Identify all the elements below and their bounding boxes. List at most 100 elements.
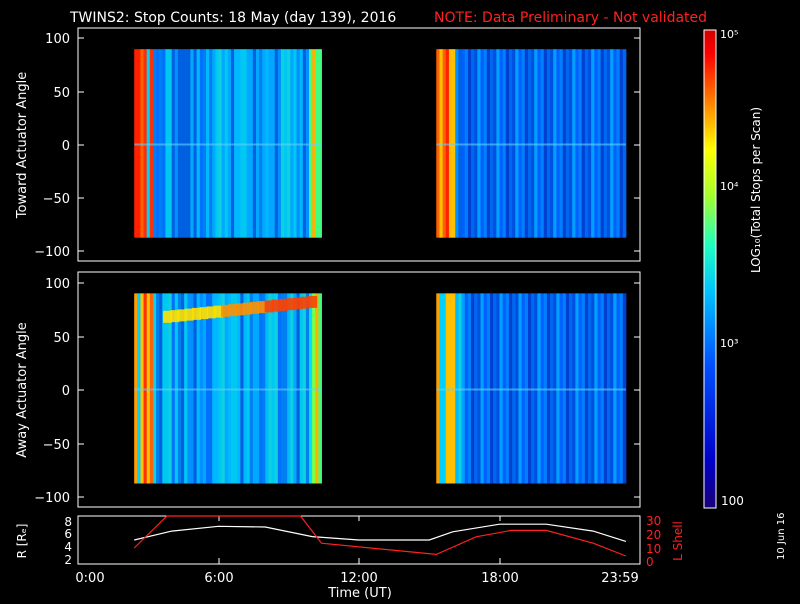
heatmap-stripe: [274, 293, 279, 484]
heatmap-stripe: [280, 293, 285, 484]
heatmap-stripe: [237, 49, 241, 238]
heatmap-stripe: [540, 49, 545, 238]
heatmap-stripe: [439, 293, 443, 484]
heatmap-stripe: [483, 293, 488, 484]
heatmap-stripe: [209, 49, 213, 238]
heatmap-stripe: [477, 49, 481, 238]
heatmap-stripe: [259, 49, 263, 238]
radius-ticks: 8 6 4 2: [64, 515, 72, 567]
heatmap-stripe: [296, 49, 301, 238]
heatmap-stripe: [284, 49, 288, 238]
colorbar-label: LOG₁₀(Total Stops per Scan): [749, 107, 763, 273]
heatmap-stripe: [199, 49, 204, 238]
ylabel-lshell: L Shell: [671, 521, 685, 561]
heatmap-stripe: [455, 49, 459, 238]
heatmap-stripe: [439, 49, 443, 238]
heatmap-stripe: [512, 49, 516, 238]
heatmap-stripe: [502, 49, 507, 238]
heatmap-stripe: [452, 293, 456, 484]
heatmap-stripe: [581, 293, 586, 484]
heatmap-stripe: [193, 293, 198, 484]
heatmap-stripe: [265, 49, 269, 238]
zero-angle-band: [134, 143, 322, 146]
hot-band-cell: [257, 301, 267, 314]
heatmap-stripe: [603, 49, 608, 238]
heatmap-stripe: [312, 49, 316, 238]
heatmap-stripe: [499, 293, 504, 484]
heatmap-stripe: [490, 293, 494, 484]
heatmap-stripe: [190, 49, 194, 238]
hot-band-cell: [286, 298, 296, 311]
heatmap-stripe: [252, 293, 257, 484]
heatmap-stripe: [622, 49, 627, 238]
heatmap-stripe: [584, 49, 589, 238]
heatmap-stripe: [477, 293, 481, 484]
ytick-label: 50: [53, 86, 70, 101]
hot-band-cell: [308, 295, 318, 308]
heatmap-stripe: [212, 49, 216, 238]
hot-band-cell: [221, 304, 231, 317]
heatmap-stripe: [474, 49, 478, 238]
heatmap-stripe: [588, 49, 592, 238]
heatmap-stripe: [140, 293, 144, 484]
heatmap-stripe: [505, 49, 510, 238]
heatmap-stripe: [436, 49, 440, 238]
heatmap-stripe: [252, 49, 257, 238]
heatmap-stripe: [556, 49, 560, 238]
heatmap-stripe: [262, 49, 266, 238]
heatmap-stripe: [287, 49, 291, 238]
heatmap-stripe: [146, 293, 151, 484]
heatmap-stripe: [575, 49, 579, 238]
ytick-label: 0: [62, 384, 70, 399]
heatmap-stripe: [240, 293, 244, 484]
rtick-label: 4: [64, 540, 72, 554]
heatmap-stripe: [572, 49, 576, 238]
heatmap-stripe: [162, 293, 166, 484]
heatmap-stripe: [458, 293, 462, 484]
lshell-ticks: 30 20 10 0: [646, 514, 661, 569]
heatmap-stripe: [480, 49, 485, 238]
heatmap-stripe: [134, 293, 138, 484]
heatmap-stripe: [600, 49, 605, 238]
heatmap-stripe: [527, 49, 532, 238]
heatmap-stripe: [149, 49, 154, 238]
heatmap-away: [134, 293, 627, 484]
heatmap-stripe: [581, 49, 586, 238]
heatmap-stripe: [556, 293, 560, 484]
heatmap-stripe: [137, 49, 141, 238]
heatmap-stripe: [546, 49, 551, 238]
heatmap-stripe: [455, 293, 459, 484]
heatmap-stripe: [143, 49, 148, 238]
heatmap-stripe: [515, 293, 519, 484]
xtick-label: 23:59: [601, 571, 638, 586]
heatmap-stripe: [315, 293, 319, 484]
heatmap-stripe: [550, 293, 554, 484]
heatmap-stripe: [230, 49, 235, 238]
heatmap-stripe: [156, 293, 160, 484]
heatmap-stripe: [309, 293, 313, 484]
heatmap-stripe: [302, 49, 307, 238]
heatmap-stripe: [293, 49, 297, 238]
heatmap-stripe: [287, 293, 291, 484]
heatmap-stripe: [234, 49, 238, 238]
heatmap-stripe: [168, 49, 173, 238]
heatmap-stripe: [174, 293, 179, 484]
hot-band-cell: [242, 302, 252, 315]
heatmap-stripe: [190, 293, 194, 484]
heatmap-toward: [134, 49, 627, 238]
heatmap-stripe: [227, 49, 232, 238]
heatmap-stripe: [299, 49, 304, 238]
xtick-label: 12:00: [340, 571, 377, 586]
ytick-label: 50: [53, 331, 70, 346]
xlabel: Time (UT): [327, 586, 392, 600]
heatmap-stripe: [569, 49, 573, 238]
heatmap-stripe: [448, 293, 453, 484]
xtick-label: 6:00: [204, 571, 233, 586]
hot-band-cell: [228, 304, 238, 317]
heatmap-stripe: [442, 49, 447, 238]
heatmap-stripe: [309, 49, 313, 238]
heatmap-stripe: [184, 49, 188, 238]
heatmap-stripe: [493, 293, 497, 484]
heatmap-stripe: [215, 49, 219, 238]
